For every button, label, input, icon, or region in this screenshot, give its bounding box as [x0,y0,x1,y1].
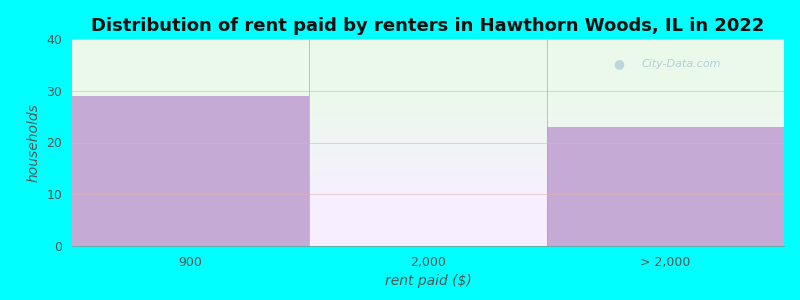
Y-axis label: households: households [27,103,41,182]
X-axis label: rent paid ($): rent paid ($) [385,274,471,288]
Text: ●: ● [613,57,624,70]
Bar [546,127,784,246]
Text: City-Data.com: City-Data.com [642,59,721,69]
Bar [310,39,546,246]
Bar [72,96,310,246]
Title: Distribution of rent paid by renters in Hawthorn Woods, IL in 2022: Distribution of rent paid by renters in … [91,17,765,35]
